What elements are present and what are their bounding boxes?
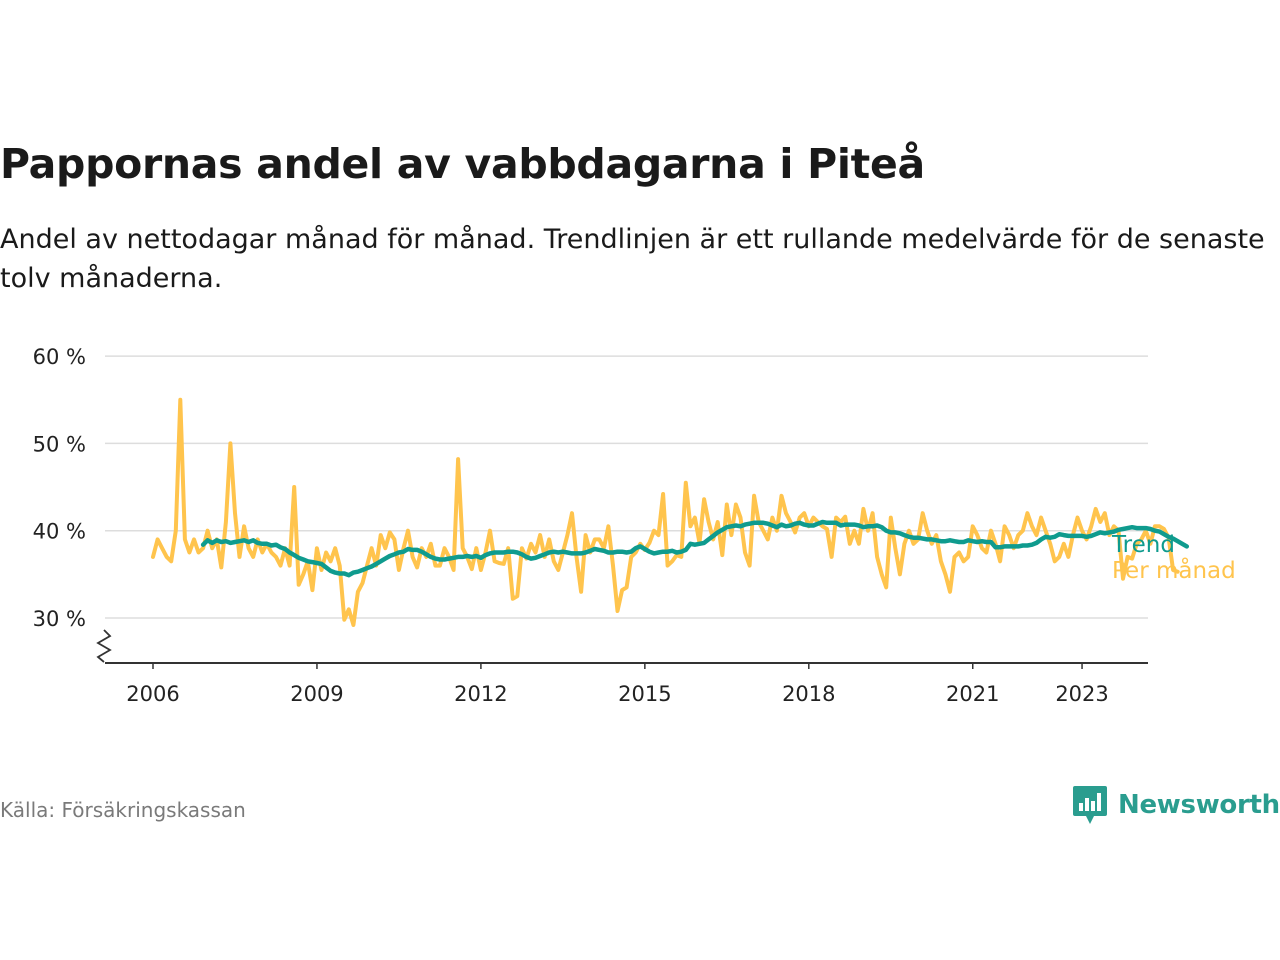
page-title: Pappornas andel av vabbdagarna i Piteå bbox=[0, 140, 925, 188]
newsworthy-logo-icon bbox=[1073, 786, 1107, 824]
legend-label-trend: Trend bbox=[1111, 532, 1175, 558]
source-note: Källa: Försäkringskassan bbox=[0, 798, 246, 822]
y-tick-label: 50 % bbox=[33, 432, 86, 456]
x-axis bbox=[96, 629, 1148, 669]
series-line-per-manad bbox=[151, 397, 1180, 627]
x-tick-label: 2015 bbox=[618, 682, 671, 706]
x-tick-labels: 2006 2009 2012 2015 2018 2021 2023 bbox=[126, 682, 1109, 706]
line-chart: 30 % 40 % 50 % 60 % 2006 2009 2012 2015 2018 202… bbox=[33, 345, 1236, 706]
axis-break-icon bbox=[96, 629, 112, 663]
x-tick-label: 2023 bbox=[1055, 682, 1108, 706]
series-line-trend bbox=[200, 519, 1190, 578]
x-tick-label: 2021 bbox=[946, 682, 999, 706]
y-tick-label: 60 % bbox=[33, 345, 86, 369]
series-lines bbox=[151, 397, 1190, 627]
y-tick-label: 40 % bbox=[33, 520, 86, 544]
page-subtitle: Andel av nettodagar månad för månad. Tre… bbox=[0, 224, 1265, 294]
x-tick-label: 2006 bbox=[126, 682, 179, 706]
x-tick-label: 2012 bbox=[454, 682, 507, 706]
brand-logo[interactable]: Newsworthy bbox=[1072, 784, 1280, 826]
y-tick-label: 30 % bbox=[33, 607, 86, 631]
y-tick-labels: 30 % 40 % 50 % 60 % bbox=[33, 345, 86, 631]
x-tick-label: 2018 bbox=[782, 682, 835, 706]
brand-name: Newsworthy bbox=[1118, 790, 1280, 820]
legend-label-per-manad: Per månad bbox=[1112, 556, 1236, 584]
x-tick-label: 2009 bbox=[290, 682, 343, 706]
